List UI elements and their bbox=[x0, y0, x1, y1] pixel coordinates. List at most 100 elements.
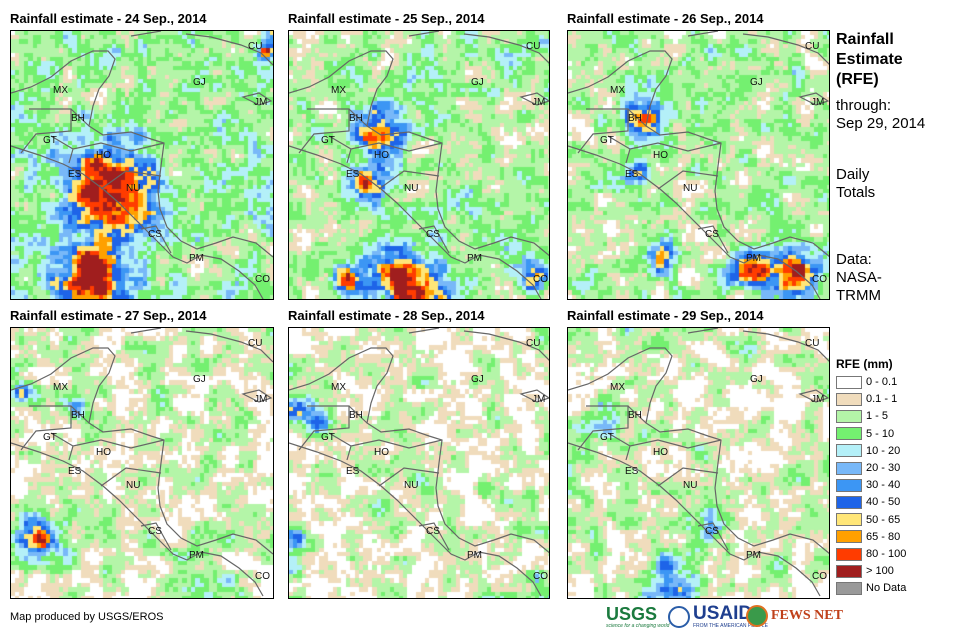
coastline-borders bbox=[568, 328, 829, 597]
legend-label: 10 - 20 bbox=[866, 444, 901, 457]
country-label-pm: PM bbox=[467, 550, 482, 561]
legend-label: > 100 bbox=[866, 565, 894, 578]
legend-title: RFE (mm) bbox=[836, 357, 893, 371]
legend-label: 20 - 30 bbox=[866, 462, 901, 474]
country-label-ho: HO bbox=[653, 150, 668, 161]
legend-swatch bbox=[836, 409, 862, 423]
side-through: through: bbox=[836, 97, 892, 114]
rainfall-map-panel: MX BH GT HO ES NU CS PM CO CU GJ JM bbox=[288, 30, 550, 300]
country-label-mx: MX bbox=[331, 85, 346, 96]
country-label-bh: BH bbox=[349, 410, 363, 421]
country-label-cs: CS bbox=[148, 229, 162, 240]
legend-swatch bbox=[836, 530, 862, 544]
country-label-co: CO bbox=[255, 571, 270, 582]
legend-swatch bbox=[836, 478, 862, 492]
country-label-cu: CU bbox=[805, 338, 820, 349]
legend-item: 65 - 80 bbox=[836, 529, 900, 545]
panel-title: Rainfall estimate - 25 Sep., 2014 bbox=[288, 11, 485, 26]
legend-swatch bbox=[836, 547, 862, 561]
usaid-seal-icon bbox=[668, 606, 690, 628]
country-label-jm: JM bbox=[811, 394, 825, 405]
side-daily: Daily bbox=[836, 166, 870, 183]
country-label-co: CO bbox=[812, 571, 827, 582]
legend-label: 5 - 10 bbox=[866, 427, 895, 440]
usgs-logo: USGS science for a changing world bbox=[606, 605, 669, 629]
legend-swatch bbox=[836, 564, 862, 578]
rainfall-map-panel: MX BH GT HO ES NU CS PM CO CU GJ JM bbox=[288, 327, 550, 599]
country-label-mx: MX bbox=[53, 85, 68, 96]
legend-label: 30 - 40 bbox=[866, 479, 901, 492]
coastline-borders bbox=[11, 31, 273, 299]
country-label-cu: CU bbox=[526, 41, 541, 52]
legend-item: No Data bbox=[836, 580, 906, 596]
legend-item: 40 - 50 bbox=[836, 494, 900, 510]
rainfall-raster bbox=[11, 328, 273, 598]
country-label-es: ES bbox=[346, 169, 360, 180]
country-label-ho: HO bbox=[96, 447, 111, 458]
country-label-nu: NU bbox=[404, 480, 419, 491]
side-title-2: Estimate bbox=[836, 51, 903, 68]
legend-item: 5 - 10 bbox=[836, 426, 894, 442]
legend-label: No Data bbox=[866, 582, 907, 595]
country-label-pm: PM bbox=[467, 253, 482, 264]
country-label-co: CO bbox=[533, 571, 548, 582]
country-label-gj: GJ bbox=[193, 77, 206, 88]
country-label-cs: CS bbox=[426, 229, 440, 240]
country-label-gt: GT bbox=[43, 432, 57, 443]
country-label-jm: JM bbox=[254, 97, 268, 108]
usgs-logo-text: USGS bbox=[606, 604, 658, 624]
country-label-gt: GT bbox=[600, 135, 614, 146]
side-title-3: (RFE) bbox=[836, 71, 879, 88]
legend-swatch bbox=[836, 495, 862, 509]
country-label-ho: HO bbox=[374, 150, 389, 161]
country-label-cs: CS bbox=[705, 526, 719, 537]
country-label-gj: GJ bbox=[471, 77, 484, 88]
country-label-es: ES bbox=[625, 466, 639, 477]
country-label-gj: GJ bbox=[471, 374, 484, 385]
country-label-gj: GJ bbox=[750, 374, 763, 385]
panel-title: Rainfall estimate - 29 Sep., 2014 bbox=[567, 308, 764, 323]
country-label-cs: CS bbox=[148, 526, 162, 537]
side-date: Sep 29, 2014 bbox=[836, 115, 926, 132]
legend-swatch bbox=[836, 444, 862, 458]
country-label-cu: CU bbox=[248, 41, 263, 52]
legend-item: 10 - 20 bbox=[836, 443, 900, 459]
legend-swatch bbox=[836, 392, 862, 406]
country-label-nu: NU bbox=[683, 183, 698, 194]
country-label-mx: MX bbox=[610, 382, 625, 393]
country-label-jm: JM bbox=[254, 394, 268, 405]
legend-label: 80 - 100 bbox=[866, 548, 907, 560]
rainfall-map-panel: MX BH GT HO ES NU CS PM CO CU GJ JM bbox=[567, 327, 830, 599]
legend-label: 0.1 - 1 bbox=[866, 393, 898, 406]
panel-title: Rainfall estimate - 24 Sep., 2014 bbox=[10, 11, 207, 26]
rainfall-raster bbox=[289, 31, 549, 299]
rainfall-raster bbox=[289, 328, 549, 598]
country-label-es: ES bbox=[68, 169, 82, 180]
country-label-gj: GJ bbox=[750, 77, 763, 88]
country-label-cu: CU bbox=[248, 338, 263, 349]
legend-label: 50 - 65 bbox=[866, 513, 901, 526]
country-label-bh: BH bbox=[71, 113, 85, 124]
legend-item: 1 - 5 bbox=[836, 408, 888, 424]
side-totals: Totals bbox=[836, 184, 876, 201]
country-label-nu: NU bbox=[126, 183, 141, 194]
coastline-borders bbox=[289, 31, 549, 299]
usaid-tagline: FROM THE AMERICAN PEOPLE bbox=[693, 623, 768, 629]
legend-swatch bbox=[836, 375, 862, 389]
country-label-gj: GJ bbox=[193, 374, 206, 385]
country-label-jm: JM bbox=[532, 97, 546, 108]
legend-label: 40 - 50 bbox=[866, 496, 901, 509]
country-label-bh: BH bbox=[628, 113, 642, 124]
country-label-gt: GT bbox=[321, 432, 335, 443]
coastline-borders bbox=[289, 328, 549, 597]
country-label-cu: CU bbox=[805, 41, 820, 52]
legend-item: > 100 bbox=[836, 563, 894, 579]
fewsnet-logo: FEWS NET bbox=[746, 605, 843, 627]
country-label-ho: HO bbox=[96, 150, 111, 161]
rainfall-raster bbox=[568, 31, 829, 299]
legend-swatch bbox=[836, 581, 862, 595]
panel-title: Rainfall estimate - 28 Sep., 2014 bbox=[288, 308, 485, 323]
country-label-mx: MX bbox=[331, 382, 346, 393]
country-label-gt: GT bbox=[321, 135, 335, 146]
credit-text: Map produced by USGS/EROS bbox=[10, 611, 164, 623]
